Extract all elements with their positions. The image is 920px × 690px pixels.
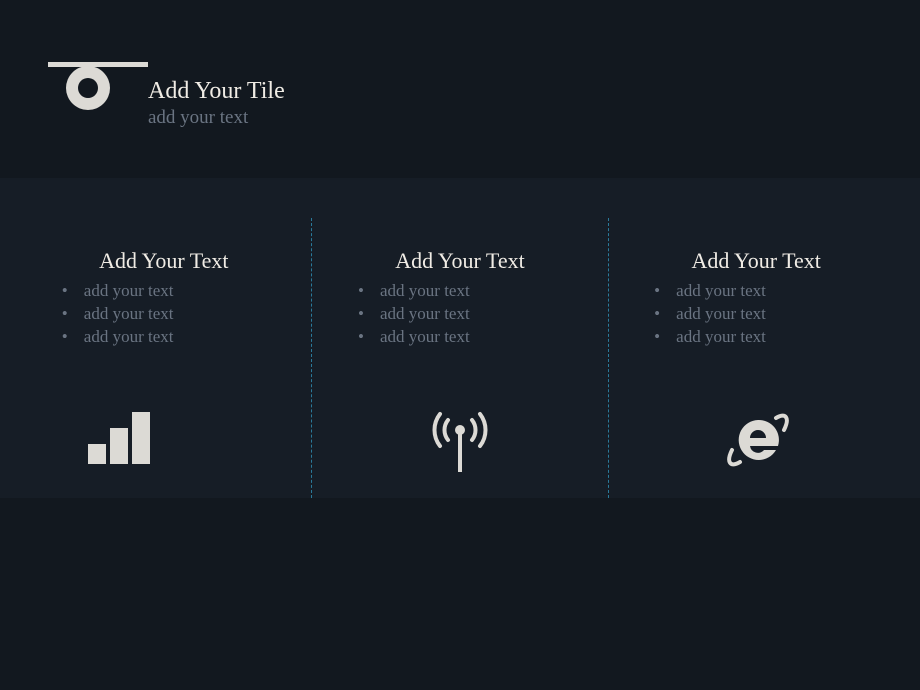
signal-icon: [430, 408, 500, 478]
list-item: add your text: [84, 303, 304, 326]
page-title: Add Your Tile: [148, 78, 285, 105]
list-item: add your text: [676, 326, 896, 349]
divider: [311, 218, 312, 498]
column-1: Add Your Text add your text add your tex…: [24, 198, 304, 349]
list-item: add your text: [84, 280, 304, 303]
circle-bar-icon: [48, 60, 148, 120]
list-item: add your text: [84, 326, 304, 349]
column-list: add your text add your text add your tex…: [320, 280, 600, 349]
page-subtitle: add your text: [148, 107, 285, 129]
column-list: add your text add your text add your tex…: [24, 280, 304, 349]
list-item: add your text: [676, 280, 896, 303]
column-title: Add Your Text: [24, 248, 304, 274]
header-text-block: Add Your Tile add your text: [148, 60, 285, 129]
divider: [608, 218, 609, 498]
column-title: Add Your Text: [320, 248, 600, 274]
header: Add Your Tile add your text: [48, 60, 285, 129]
column-title: Add Your Text: [616, 248, 896, 274]
list-item: add your text: [380, 326, 600, 349]
column-2: Add Your Text add your text add your tex…: [320, 198, 600, 349]
list-item: add your text: [380, 280, 600, 303]
column-3: Add Your Text add your text add your tex…: [616, 198, 896, 349]
column-list: add your text add your text add your tex…: [616, 280, 896, 349]
bars-icon: [84, 408, 154, 478]
list-item: add your text: [380, 303, 600, 326]
ie-icon: [726, 408, 796, 478]
content-band: Add Your Text add your text add your tex…: [0, 178, 920, 498]
list-item: add your text: [676, 303, 896, 326]
